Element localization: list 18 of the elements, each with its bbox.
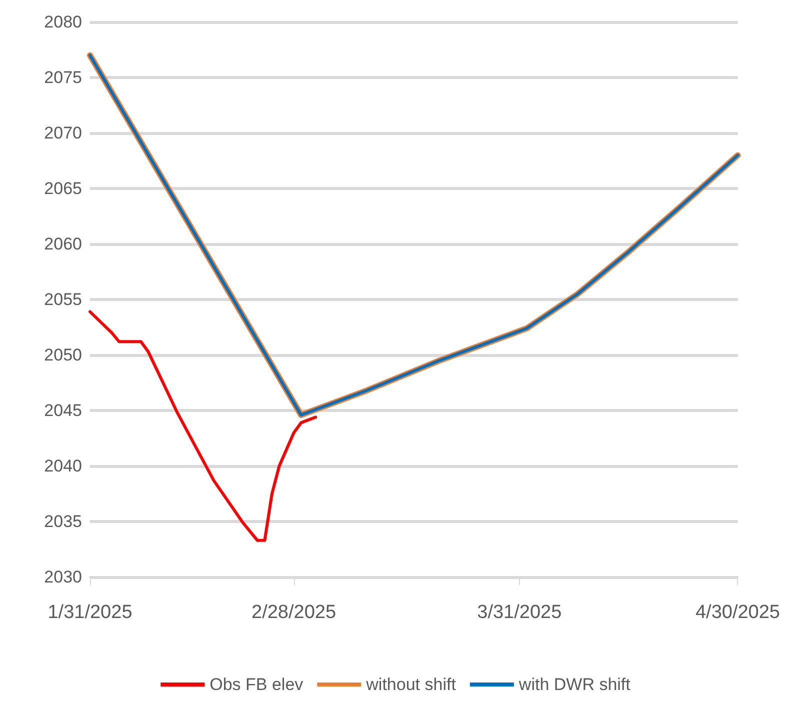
x-tick-label: 3/31/2025 [477,602,562,623]
y-tick-label: 2070 [44,124,82,142]
x-tick-label: 1/31/2025 [48,602,132,623]
y-tick-label: 2030 [44,568,82,586]
y-tick-label: 2060 [44,234,82,254]
x-tick-label: 4/30/2025 [695,602,780,623]
legend-label: without shift [365,675,456,694]
y-tick-label: 2075 [44,68,82,87]
y-tick-label: 2080 [44,12,82,32]
x-tick-label: 2/28/2025 [252,602,336,623]
legend-label: with DWR shift [518,675,631,694]
y-tick-label: 2040 [44,456,82,476]
y-tick-label: 2035 [44,512,82,531]
y-tick-label: 2045 [44,401,82,420]
legend-label: Obs FB elev [210,675,304,694]
y-tick-label: 2065 [44,179,82,198]
y-tick-label: 2055 [44,290,82,309]
y-tick-label: 2050 [44,346,82,364]
